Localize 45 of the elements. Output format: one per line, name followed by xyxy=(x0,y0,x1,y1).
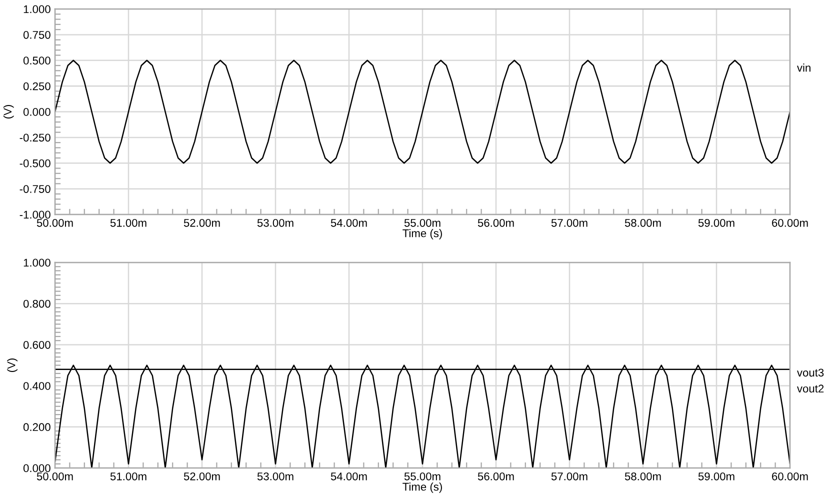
x-tick-label: 59.00m xyxy=(698,218,734,227)
x-tick-label: 57.00m xyxy=(551,218,588,227)
series-label: vout3 xyxy=(796,368,824,377)
x-tick-label: 59.00m xyxy=(698,472,734,480)
x-tick-label: 53.00m xyxy=(257,218,294,227)
text: vin xyxy=(796,64,810,72)
y-tick-label: 0.500 xyxy=(23,56,50,65)
y-tick-label: -0.750 xyxy=(20,185,50,193)
y-tick-label: 0.000 xyxy=(23,464,50,472)
x-tick-label: 54.00m xyxy=(330,472,367,480)
x-tick-label: 54.00m xyxy=(330,218,367,227)
y-tick-label: -1.000 xyxy=(20,210,50,219)
y-axis-title: (V) xyxy=(3,105,14,118)
x-tick-label: 60.00m xyxy=(772,218,808,227)
x-tick-label: 55.00m xyxy=(404,218,440,227)
y-tick-label: 0.400 xyxy=(23,382,50,390)
x-tick-label: 58.00m xyxy=(624,218,661,227)
y-tick-label: 0.000 xyxy=(23,108,50,116)
x-tick-label: 50.00m xyxy=(36,218,73,227)
y-tick-label: -0.250 xyxy=(20,134,50,142)
x-axis-title: Time (s) xyxy=(402,229,442,240)
x-tick-label: 56.00m xyxy=(478,218,514,227)
y-tick-label: 0.750 xyxy=(23,30,50,39)
series-label: vout2 xyxy=(796,384,824,393)
x-tick-label: 55.00m xyxy=(404,472,440,480)
x-tick-label: 51.00m xyxy=(110,472,146,480)
x-tick-label: 50.00m xyxy=(36,472,73,480)
x-tick-label: 51.00m xyxy=(110,218,146,227)
x-tick-label: 57.00m xyxy=(551,472,588,480)
y-tick-label: -0.500 xyxy=(20,159,50,168)
y-tick-label: 0.800 xyxy=(23,300,50,308)
x-tick-label: 60.00m xyxy=(772,472,808,480)
y-axis-title: (V) xyxy=(7,358,18,372)
x-axis-title: Time (s) xyxy=(402,482,442,493)
y-tick-label: 1.000 xyxy=(24,5,50,14)
y-tick-label: 0.200 xyxy=(23,423,50,432)
y-tick-label: 0.600 xyxy=(23,340,50,349)
line-series xyxy=(55,60,790,164)
x-tick-label: 53.00m xyxy=(257,472,294,480)
x-tick-label: 52.00m xyxy=(184,218,220,227)
x-tick-label: 58.00m xyxy=(624,472,661,480)
y-tick-label: 0.250 xyxy=(23,82,50,90)
x-tick-label: 52.00m xyxy=(184,472,220,480)
x-tick-label: 56.00m xyxy=(478,472,514,480)
y-tick-label: 1.000 xyxy=(24,258,50,267)
